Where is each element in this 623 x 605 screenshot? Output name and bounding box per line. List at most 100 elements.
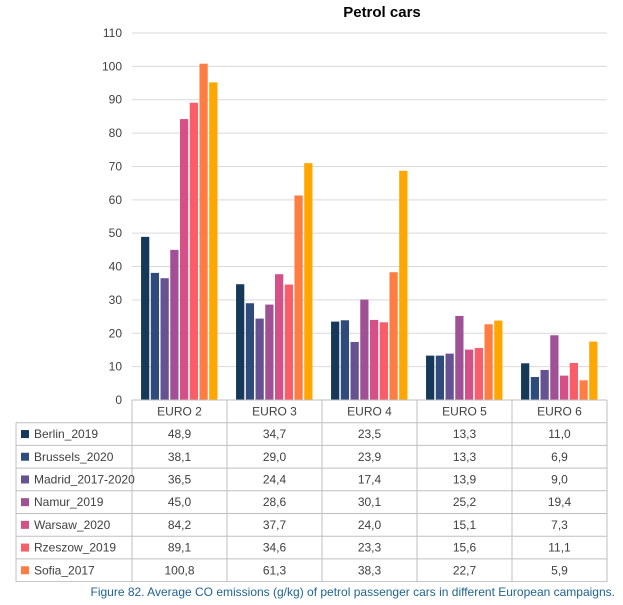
bar	[294, 195, 303, 400]
data-label: 24,0	[358, 518, 382, 532]
bar	[474, 347, 483, 400]
bar	[370, 319, 379, 400]
bar	[569, 362, 578, 400]
bar	[150, 272, 160, 400]
data-label: 23,3	[358, 541, 382, 555]
bar	[579, 380, 588, 400]
data-label: 9,0	[551, 472, 568, 486]
data-label: 11,0	[548, 427, 571, 441]
legend-label: Namur_2019	[34, 495, 104, 509]
data-label: 61,3	[263, 563, 287, 577]
data-label: 84,2	[168, 518, 192, 532]
bar	[445, 353, 454, 400]
bar	[360, 299, 369, 400]
bar	[560, 375, 569, 400]
bar	[521, 363, 530, 400]
data-label: 22,7	[453, 563, 477, 577]
bar	[209, 82, 218, 401]
bar	[494, 320, 503, 400]
chart: Petrol cars 0 10 20 30 40 50 60 70 80 90 100 110 EU…	[15, 4, 608, 582]
data-label: 6,9	[551, 450, 568, 464]
bar	[379, 322, 388, 400]
bar	[350, 341, 359, 400]
y-tick-label: 10	[109, 360, 123, 374]
bar	[455, 315, 464, 400]
bar	[331, 321, 340, 400]
data-label: 13,3	[453, 427, 477, 441]
data-label: 36,5	[168, 472, 192, 486]
legend-label: Warsaw_2020	[34, 518, 111, 532]
data-label: 38,1	[168, 450, 192, 464]
data-label: 13,3	[453, 450, 477, 464]
y-tick-label: 30	[109, 293, 123, 307]
bar	[550, 335, 559, 400]
category-label: EURO 4	[347, 404, 392, 418]
legend-key	[21, 498, 29, 507]
bar	[160, 278, 169, 400]
data-label: 24,4	[263, 472, 287, 486]
y-tick-label: 60	[109, 193, 123, 207]
legend-key	[21, 475, 29, 484]
y-tick-label: 50	[109, 226, 123, 240]
legend-key	[21, 430, 29, 439]
bar	[170, 249, 179, 400]
data-label: 38,3	[358, 563, 382, 577]
data-label: 29,0	[263, 450, 287, 464]
bar	[426, 355, 435, 400]
data-label: 34,7	[263, 427, 287, 441]
data-label: 19,4	[548, 495, 572, 509]
bar	[340, 320, 350, 400]
figure-caption: Figure 82. Average CO emissions (g/kg) o…	[90, 585, 615, 599]
bar	[255, 318, 264, 400]
data-label: 23,9	[358, 450, 382, 464]
bar	[189, 102, 198, 400]
y-axis: 0 10 20 30 40 50 60 70 80 90 100 110	[102, 26, 122, 407]
legend-label: Sofia_2017	[34, 563, 95, 577]
legend-key	[21, 520, 29, 529]
bar	[141, 236, 150, 400]
data-label: 15,1	[453, 518, 477, 532]
category-label: EURO 5	[442, 404, 487, 418]
legend-label: Berlin_2019	[34, 427, 98, 441]
bar	[275, 274, 284, 400]
data-label: 100,8	[164, 563, 194, 577]
data-label: 7,3	[551, 518, 568, 532]
data-table: EURO 2 EURO 3 EURO 4 EURO 5 EURO 6 Berlin_201…	[15, 399, 608, 582]
legend-key	[21, 566, 29, 575]
bar	[589, 341, 598, 400]
legend-label: Brussels_2020	[34, 450, 114, 464]
legend-key	[21, 543, 29, 552]
legend-key	[21, 452, 29, 461]
data-label: 48,9	[168, 427, 192, 441]
legend-label: Rzeszow_2019	[34, 541, 116, 555]
bar	[399, 170, 408, 400]
bar	[304, 163, 313, 400]
data-label: 28,6	[263, 495, 287, 509]
category-label: EURO 6	[537, 404, 582, 418]
y-tick-label: 70	[109, 159, 123, 173]
data-label: 89,1	[168, 541, 192, 555]
bar	[465, 349, 474, 400]
data-label: 11,1	[548, 541, 571, 555]
data-label: 30,1	[358, 495, 382, 509]
data-label: 45,0	[168, 495, 192, 509]
bar	[180, 119, 189, 400]
bars	[141, 63, 598, 401]
y-tick-label: 110	[103, 26, 122, 40]
data-label: 15,6	[453, 541, 477, 555]
data-label: 5,9	[551, 563, 568, 577]
data-label: 13,9	[453, 472, 477, 486]
bar	[435, 355, 445, 400]
bar	[245, 303, 255, 400]
y-tick-label: 100	[102, 59, 122, 73]
legend-label: Madrid_2017-2020	[34, 472, 135, 486]
category-label: EURO 2	[157, 404, 202, 418]
data-label: 17,4	[358, 472, 382, 486]
bar	[540, 369, 549, 400]
data-label: 37,7	[263, 518, 287, 532]
y-tick-label: 0	[115, 393, 122, 407]
bar	[389, 272, 398, 400]
bar	[199, 63, 208, 400]
bar	[284, 284, 293, 400]
bar	[484, 324, 493, 400]
